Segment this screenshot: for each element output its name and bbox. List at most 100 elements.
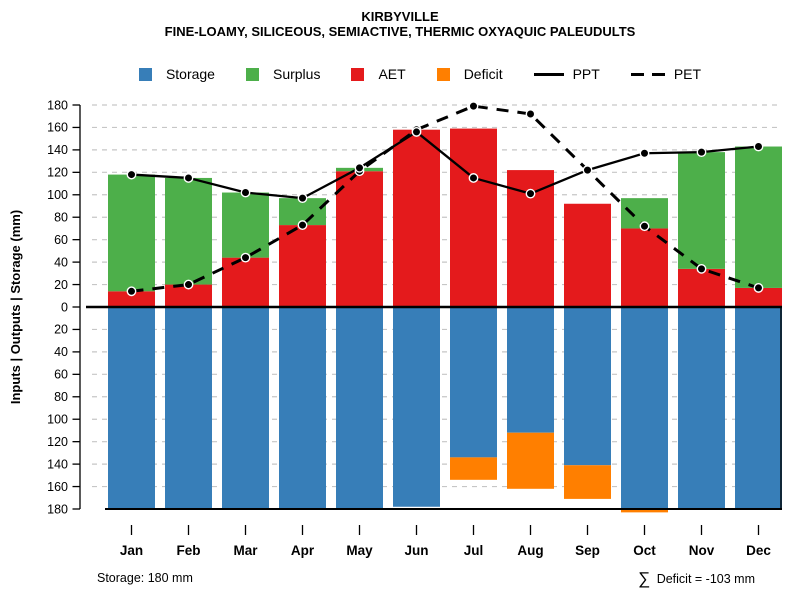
bar-aet-jul xyxy=(450,128,497,307)
ppt-point-jul xyxy=(468,173,479,183)
legend-swatch-aet-icon xyxy=(351,67,365,81)
x-tick-label-sep: Sep xyxy=(575,543,600,558)
y-tick-label: 20 xyxy=(54,278,68,292)
y-tick-label: 20 xyxy=(54,323,68,337)
ppt-point-sep xyxy=(582,165,593,175)
pet-point-apr xyxy=(297,220,308,230)
pet-point-nov xyxy=(696,263,707,274)
bar-deficit-aug xyxy=(507,432,554,489)
bar-storage-apr xyxy=(279,307,326,509)
y-tick-label: 160 xyxy=(47,121,68,135)
legend-item-pet: PET xyxy=(630,66,702,82)
bar-deficit-jul xyxy=(450,457,497,480)
bar-surplus-jan xyxy=(108,174,155,292)
bar-surplus-dec xyxy=(735,146,782,288)
legend-swatch-ppt-line-icon xyxy=(533,72,564,76)
y-tick-label: 100 xyxy=(47,413,68,427)
bar-deficit-sep xyxy=(564,465,611,499)
bar-storage-feb xyxy=(165,307,212,509)
bar-storage-nov xyxy=(678,307,725,509)
bar-storage-may xyxy=(336,307,383,509)
x-tick-label-aug: Aug xyxy=(517,543,543,558)
x-tick-label-nov: Nov xyxy=(689,543,715,558)
chart-title: KIRBYVILLE xyxy=(361,9,439,24)
y-tick-label: 60 xyxy=(54,233,68,247)
y-tick-label: 100 xyxy=(47,188,68,202)
ppt-point-jan xyxy=(126,169,137,180)
bar-aet-apr xyxy=(279,225,326,307)
bar-storage-jun xyxy=(393,307,440,507)
ppt-point-nov xyxy=(696,147,707,158)
pet-point-aug xyxy=(525,109,536,119)
bar-aet-oct xyxy=(621,228,668,307)
ppt-point-mar xyxy=(240,187,251,198)
legend-label: PET xyxy=(673,66,702,82)
bar-storage-dec xyxy=(735,307,782,509)
y-tick-label: 180 xyxy=(47,98,68,112)
y-tick-label: 0 xyxy=(61,300,68,314)
legend-item-ppt: PPT xyxy=(533,66,600,82)
x-tick-label-jul: Jul xyxy=(464,543,484,558)
x-tick-label-apr: Apr xyxy=(291,543,315,558)
bar-aet-dec xyxy=(735,287,782,307)
chart-legend: Storage Surplus AET Deficit PPT PET xyxy=(0,66,800,82)
bar-surplus-nov xyxy=(678,152,725,269)
y-tick-label: 160 xyxy=(47,480,68,494)
y-tick-label: 80 xyxy=(54,390,68,404)
pet-point-jan xyxy=(126,286,137,297)
bar-surplus-mar xyxy=(222,192,269,258)
bar-aet-sep xyxy=(564,203,611,307)
x-tick-label-feb: Feb xyxy=(176,543,200,558)
y-tick-label: 60 xyxy=(54,368,68,382)
ppt-line xyxy=(131,130,759,200)
pet-point-oct xyxy=(639,221,650,232)
pet-point-jul xyxy=(468,101,479,112)
storage-note-text: Storage: 180 mm xyxy=(97,571,193,585)
bar-aet-jun xyxy=(393,129,440,307)
ppt-point-jun xyxy=(411,127,422,137)
pet-point-dec xyxy=(753,283,764,293)
bar-aet-feb xyxy=(165,284,212,307)
pet-point-mar xyxy=(240,252,251,263)
legend-item-surplus: Surplus xyxy=(245,66,321,82)
chart-subtitle: FINE-LOAMY, SILICEOUS, SEMIACTIVE, THERM… xyxy=(164,24,636,39)
legend-label: PPT xyxy=(572,66,600,82)
storage-note: Storage: 180 mm xyxy=(97,571,193,585)
x-tick-label-jan: Jan xyxy=(120,543,143,558)
y-tick-label: 140 xyxy=(47,457,68,471)
x-tick-label-mar: Mar xyxy=(233,543,258,558)
bar-storage-jan xyxy=(108,307,155,509)
bar-storage-jul xyxy=(450,307,497,458)
y-tick-label: 120 xyxy=(47,435,68,449)
legend-swatch-storage-icon xyxy=(138,67,152,81)
bar-surplus-feb xyxy=(165,177,212,285)
x-tick-label-may: May xyxy=(346,543,373,558)
deficit-note: ∑ Deficit = -103 mm xyxy=(638,568,755,588)
bar-aet-jan xyxy=(108,291,155,307)
bar-storage-aug xyxy=(507,307,554,433)
y-tick-label: 80 xyxy=(54,211,68,225)
y-tick-label: 40 xyxy=(54,345,68,359)
pet-line xyxy=(131,104,759,293)
legend-swatch-deficit-icon xyxy=(436,67,450,81)
ppt-point-may xyxy=(354,162,365,173)
sigma-icon: ∑ xyxy=(638,569,651,588)
x-tick-label-oct: Oct xyxy=(633,543,656,558)
ppt-point-oct xyxy=(639,148,650,159)
ppt-point-dec xyxy=(753,141,764,152)
x-tick-label-jun: Jun xyxy=(404,543,428,558)
y-axis-title: Inputs | Outputs | Storage (mm) xyxy=(8,210,23,404)
legend-swatch-surplus-icon xyxy=(245,67,259,81)
y-tick-label: 180 xyxy=(47,502,68,516)
legend-label: Surplus xyxy=(272,66,321,82)
bar-storage-oct xyxy=(621,307,668,509)
pet-point-feb xyxy=(183,279,194,290)
bar-aet-may xyxy=(336,171,383,307)
y-tick-label: 40 xyxy=(54,255,68,269)
legend-label: AET xyxy=(378,66,406,82)
bar-storage-mar xyxy=(222,307,269,509)
ppt-point-apr xyxy=(297,193,308,204)
bar-deficit-oct xyxy=(621,509,668,513)
